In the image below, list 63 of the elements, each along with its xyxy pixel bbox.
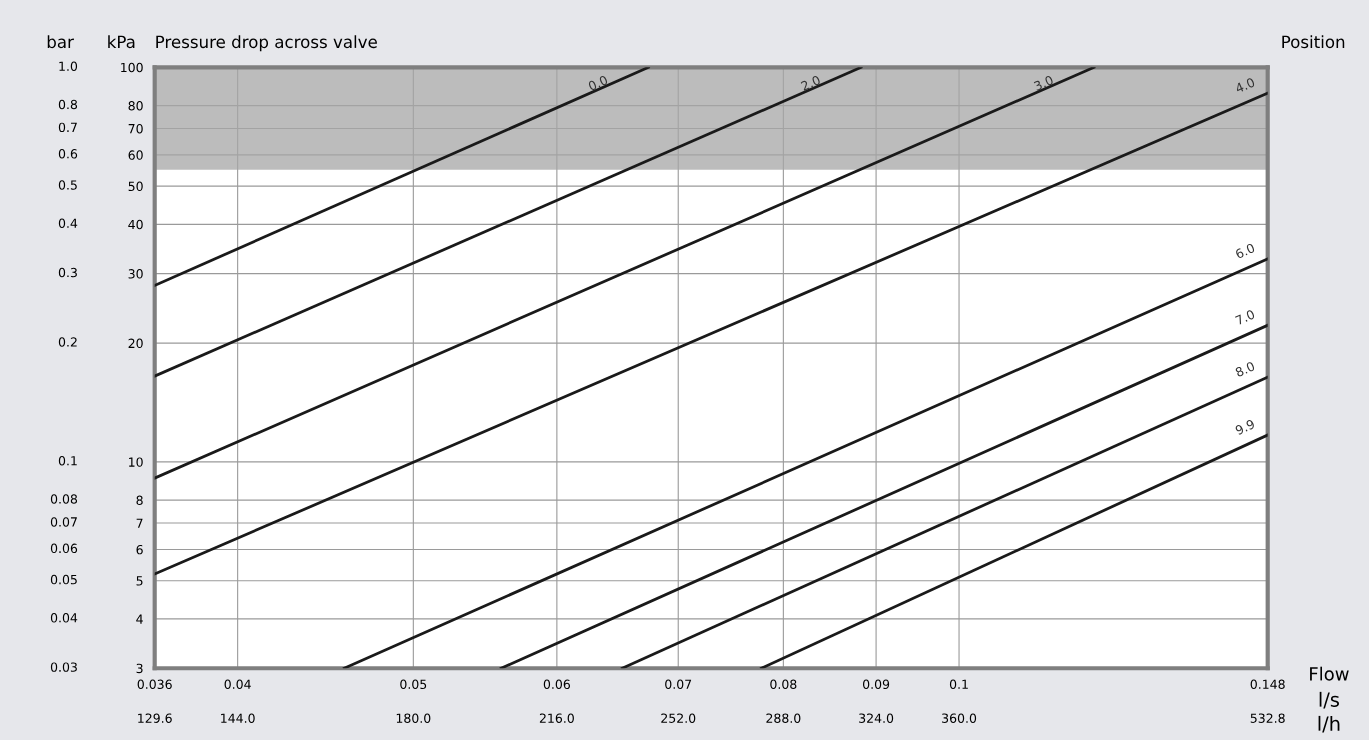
text: 288.0 [766,713,801,723]
x-tick-label: 0.07 [665,679,692,690]
text: 0.0 [587,74,609,92]
text: 180.0 [396,713,431,723]
text: 2.0 [800,75,821,91]
x-axis-title: l/s [1319,691,1339,709]
text: 360.0 [942,713,977,723]
x-tick-label: 0.148 [1250,679,1285,690]
y-tick-label: 60 [128,150,143,160]
x-tick-label: 0.05 [400,679,427,690]
text: 0.08 [50,494,78,504]
text: 1.0 [59,61,78,71]
text: 144.0 [221,713,255,723]
text: 0.04 [50,613,78,623]
x-tick-label: 0.08 [770,679,797,690]
text: 532.8 [1250,713,1285,723]
y-tick-label: 50 [128,181,143,192]
text: 0.5 [58,180,77,190]
text: 6.0 [1234,242,1256,259]
y-tick-label: 100 [121,62,143,73]
chart-title: Pressure drop across valve [156,35,377,52]
text: 7.0 [1234,309,1256,326]
text: 0.1 [58,456,77,466]
legend-title: Position [1282,35,1345,49]
text: 0.05 [50,574,77,585]
y-tick-label: 5 [136,576,143,586]
y-axis-title: kPa [108,35,135,49]
text: 129.6 [138,713,172,723]
y-tick-label: 7 [136,518,143,528]
x-tick-label: 0.036 [137,679,172,690]
text: 8.0 [1234,361,1256,378]
text: 0.4 [58,218,78,228]
y-tick-label: 30 [128,269,143,279]
text: 0.03 [50,662,77,672]
text: 0.2 [58,337,77,347]
text: 0.07 [50,517,77,527]
x-tick-label: 0.04 [224,679,251,690]
text: 324.0 [859,713,894,723]
text: 4.0 [1234,77,1256,94]
y-tick-label: 10 [129,457,143,467]
text: l/h [1318,715,1340,733]
y-tick-label: 4 [136,614,143,624]
y-tick-label: 80 [128,101,143,111]
text: 0.3 [58,267,77,278]
text: 0.06 [50,543,78,554]
y-tick-label: 8 [136,495,143,506]
text: 9.9 [1234,418,1256,436]
x-tick-label: 0.06 [543,679,570,690]
x-tick-label: 0.1 [949,679,968,690]
text: bar [47,35,74,49]
x-tick-label: 0.09 [863,679,890,690]
text: 0.8 [58,99,78,110]
text: 216.0 [539,713,574,723]
text: 252.0 [661,713,696,723]
y-tick-label: 6 [136,544,143,555]
y-tick-label: 20 [128,338,143,349]
y-tick-label: 3 [136,663,143,674]
text: Flow [1310,666,1349,681]
y-tick-label: 70 [128,123,143,134]
y-tick-label: 40 [128,219,143,230]
text: 3.0 [1033,75,1054,91]
text: 0.7 [58,122,77,133]
text: 0.6 [58,149,78,159]
